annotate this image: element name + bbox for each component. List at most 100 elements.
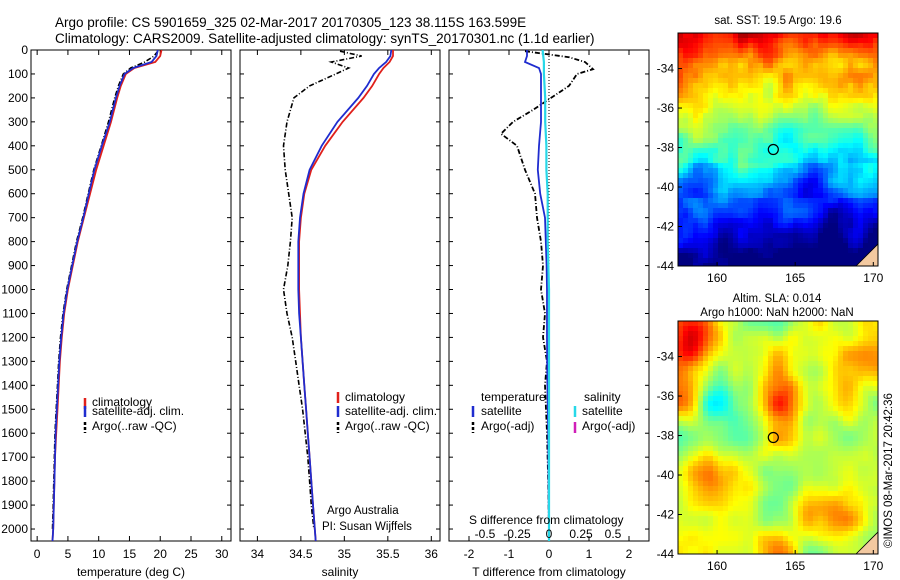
map-frame xyxy=(677,32,879,267)
y-tick-label: 1600 xyxy=(1,426,28,440)
legend-label-sal-satellite: satellite xyxy=(582,404,623,418)
header-line-1: Argo profile: CS 5901659_325 02-Mar-2017… xyxy=(55,15,526,30)
y-tick-label: 1900 xyxy=(1,498,28,512)
legend-label-argo: Argo(..raw -QC) xyxy=(92,419,177,433)
y-tick-label: 500 xyxy=(8,163,28,177)
legend-header-temperature: temperature xyxy=(481,390,546,404)
x-tick-label: 34.5 xyxy=(289,547,313,561)
y-tick-label: 0 xyxy=(21,43,28,57)
s-tick-label: 0.5 xyxy=(605,527,622,541)
y-tick-label: 2000 xyxy=(1,522,28,536)
y-tick-label: 1200 xyxy=(1,330,28,344)
x-tick-label: 25 xyxy=(184,547,198,561)
sst-map: 160 165 170 -34 -36 -38 -40 -42 -44 xyxy=(657,32,884,285)
x-tick-label: 160 xyxy=(707,271,727,285)
x-tick-label: 10 xyxy=(92,547,106,561)
y-tick-label: -38 xyxy=(657,141,675,155)
s-tick-label: -0.25 xyxy=(503,527,531,541)
salinity-panel: 34 34.5 35 35.5 36 salinity xyxy=(239,49,441,579)
y-tick-label: 1000 xyxy=(1,283,28,297)
y-tick-label: -44 xyxy=(657,259,675,273)
x-axis-label: temperature (deg C) xyxy=(77,565,185,579)
s-tick-label: 0.25 xyxy=(569,527,593,541)
y-tick-label: -42 xyxy=(657,220,675,234)
argo-location-marker xyxy=(767,431,779,444)
y-tick-label: -36 xyxy=(657,389,675,403)
plot-frame xyxy=(30,49,232,542)
x-tick-label: 5 xyxy=(65,547,72,561)
map-frame xyxy=(677,320,879,555)
difference-legend: temperature salinity satellite Argo(-adj… xyxy=(469,390,635,527)
y-tick-label: -34 xyxy=(657,350,675,364)
land xyxy=(855,243,878,266)
temperature-panel: 0 5 10 15 20 25 30 temperature (deg C) 0 100 200 30… xyxy=(1,43,232,579)
series-line-satellite-adj-clim- xyxy=(51,50,159,541)
temperature-legend: climatology satellite-adj. clim. Argo(..… xyxy=(83,395,184,433)
y-tick-label: 100 xyxy=(8,67,28,81)
x-tick-label: 165 xyxy=(785,271,805,285)
legend-label-climatology: climatology xyxy=(345,390,405,404)
legend-label-satellite: satellite-adj. clim. xyxy=(345,404,437,418)
sla-map-subtitle: Argo h1000: NaN h2000: NaN xyxy=(700,307,853,319)
legend-header-salinity: salinity xyxy=(584,390,621,404)
series-line-satellite-adj-clim- xyxy=(297,50,393,541)
y-tick-label: -36 xyxy=(657,101,675,115)
x-tick-label: 35.5 xyxy=(376,547,400,561)
x-tick-label: -2 xyxy=(464,547,475,561)
x-tick-label: 0 xyxy=(546,547,553,561)
s-tick-label: 0 xyxy=(546,527,553,541)
map-field xyxy=(678,321,878,554)
x-axis-label: T difference from climatology xyxy=(472,565,626,579)
y-tick-label: -42 xyxy=(657,508,675,522)
legend-label-temp-argo: Argo(-adj) xyxy=(481,419,534,433)
series-line-argo-raw-qc- xyxy=(282,50,362,530)
credit-text: ©IMOS 08-Mar-2017 20:42:36 xyxy=(883,393,895,548)
y-tick-label: 1300 xyxy=(1,354,28,368)
y-tick-label: -34 xyxy=(657,62,675,76)
y-tick-label: -44 xyxy=(657,547,675,561)
y-tick-label: 400 xyxy=(8,139,28,153)
annotation-pi: PI: Susan Wijffels xyxy=(322,521,412,533)
x-tick-label: 2 xyxy=(626,547,633,561)
plot-frame xyxy=(239,49,441,542)
series-line-temperature-satellite xyxy=(523,50,550,541)
x-tick-label: -1 xyxy=(504,547,515,561)
series-line-salinity-satellite xyxy=(541,50,551,541)
x-tick-label: 20 xyxy=(154,547,168,561)
x-tick-label: 1 xyxy=(586,547,593,561)
x-tick-label: 30 xyxy=(215,547,229,561)
header-line-2: Climatology: CARS2009. Satellite-adjuste… xyxy=(55,31,595,46)
legend-label-argo: Argo(..raw -QC) xyxy=(345,419,430,433)
y-tick-label: 1500 xyxy=(1,402,28,416)
y-tick-label: 200 xyxy=(8,91,28,105)
x-tick-label: 165 xyxy=(785,559,805,573)
series-line-argo-raw-qc- xyxy=(51,50,159,530)
legend-label-sal-argo: Argo(-adj) xyxy=(582,419,635,433)
s-tick-label: -0.5 xyxy=(475,527,496,541)
sst-map-title: sat. SST: 19.5 Argo: 19.6 xyxy=(714,15,841,27)
x-tick-label: 34 xyxy=(251,547,265,561)
y-tick-label: 900 xyxy=(8,259,28,273)
difference-panel: -2 -1 0 1 2T difference from climatology -0.5… xyxy=(448,49,650,579)
y-tick-label: 1400 xyxy=(1,378,28,392)
y-tick-label: -40 xyxy=(657,180,675,194)
legend-label-climatology: climatology xyxy=(92,395,152,409)
argo-location-marker xyxy=(767,143,779,156)
x-tick-label: 160 xyxy=(707,559,727,573)
legend-label-temp-satellite: satellite xyxy=(481,404,522,418)
y-tick-label: 300 xyxy=(8,115,28,129)
x-tick-label: 15 xyxy=(123,547,137,561)
y-tick-label: -38 xyxy=(657,429,675,443)
y-tick-label: 1100 xyxy=(2,306,28,320)
sla-map: 160 165 170 -34 -36 -38 -40 -42 -44 xyxy=(657,320,884,573)
s-difference-label: S difference from climatology xyxy=(469,513,624,527)
y-tick-label: 700 xyxy=(8,211,28,225)
series-line-temperature-argo-adj- xyxy=(499,50,595,530)
x-tick-label: 36 xyxy=(425,547,439,561)
sla-map-title: Altim. SLA: 0.014 xyxy=(733,293,822,305)
x-axis-label: salinity xyxy=(322,565,359,579)
x-tick-label: 170 xyxy=(863,271,883,285)
x-tick-label: 170 xyxy=(863,559,883,573)
y-tick-label: 1700 xyxy=(1,450,28,464)
